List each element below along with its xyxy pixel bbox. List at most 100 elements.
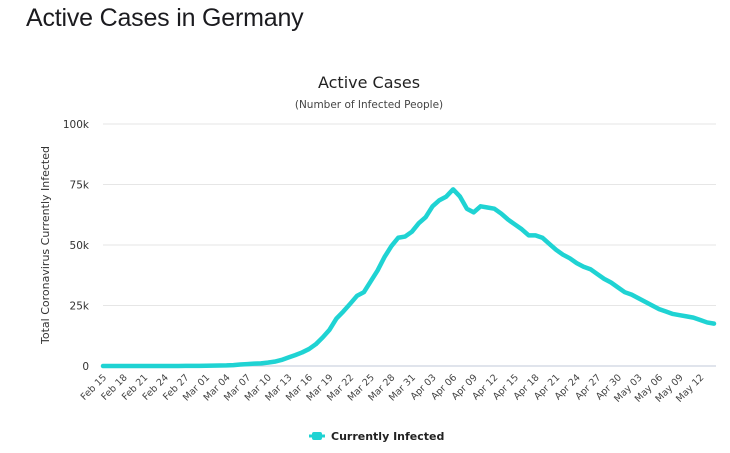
data-point[interactable] — [485, 205, 490, 210]
data-point[interactable] — [279, 357, 284, 362]
data-point[interactable] — [512, 222, 517, 227]
data-point[interactable] — [499, 211, 504, 216]
data-point[interactable] — [650, 303, 655, 308]
chart-title: Active Cases — [318, 73, 420, 92]
data-point[interactable] — [615, 285, 620, 290]
data-point[interactable] — [238, 362, 243, 367]
data-point[interactable] — [101, 364, 106, 369]
data-point[interactable] — [602, 276, 607, 281]
data-point[interactable] — [142, 364, 147, 369]
data-point[interactable] — [300, 350, 305, 355]
data-point[interactable] — [629, 292, 634, 297]
data-point[interactable] — [595, 272, 600, 277]
data-point[interactable] — [210, 363, 215, 368]
data-point[interactable] — [506, 217, 511, 222]
data-point[interactable] — [341, 309, 346, 314]
data-point[interactable] — [588, 267, 593, 272]
data-point[interactable] — [224, 363, 229, 368]
data-point[interactable] — [135, 364, 140, 369]
data-point[interactable] — [643, 299, 648, 304]
data-point[interactable] — [286, 355, 291, 360]
data-point[interactable] — [149, 364, 154, 369]
data-point[interactable] — [444, 194, 449, 199]
data-point[interactable] — [361, 290, 366, 295]
data-point[interactable] — [107, 364, 112, 369]
page-title: Active Cases in Germany — [26, 4, 304, 32]
legend-marker-icon — [312, 432, 322, 440]
data-point[interactable] — [403, 234, 408, 239]
data-point[interactable] — [121, 364, 126, 369]
data-point[interactable] — [554, 247, 559, 252]
data-point[interactable] — [416, 221, 421, 226]
data-point[interactable] — [245, 362, 250, 367]
data-point[interactable] — [306, 347, 311, 352]
data-point[interactable] — [327, 327, 332, 332]
data-point[interactable] — [684, 314, 689, 319]
data-point[interactable] — [622, 290, 627, 295]
data-point[interactable] — [231, 363, 236, 368]
data-point[interactable] — [265, 360, 270, 365]
y-axis-label: Total Coronavirus Currently Infected — [39, 146, 52, 345]
data-point[interactable] — [581, 264, 586, 269]
chart-subtitle: (Number of Infected People) — [295, 99, 443, 111]
legend[interactable]: Currently Infected — [309, 430, 444, 443]
data-point[interactable] — [691, 315, 696, 320]
data-point[interactable] — [526, 233, 531, 238]
data-point[interactable] — [451, 187, 456, 192]
data-point[interactable] — [533, 233, 538, 238]
data-point[interactable] — [478, 204, 483, 209]
data-point[interactable] — [320, 335, 325, 340]
data-point[interactable] — [409, 229, 414, 234]
data-point[interactable] — [567, 256, 572, 261]
data-point[interactable] — [663, 309, 668, 314]
data-point[interactable] — [355, 293, 360, 298]
data-point[interactable] — [217, 363, 222, 368]
data-point[interactable] — [547, 241, 552, 246]
data-point[interactable] — [677, 313, 682, 318]
data-point[interactable] — [574, 261, 579, 266]
data-point[interactable] — [368, 279, 373, 284]
series-currently-infected[interactable] — [100, 187, 717, 369]
data-point[interactable] — [203, 363, 208, 368]
legend-label: Currently Infected — [331, 430, 444, 443]
data-point[interactable] — [176, 363, 181, 368]
data-point[interactable] — [464, 206, 469, 211]
data-point[interactable] — [609, 280, 614, 285]
data-point[interactable] — [375, 268, 380, 273]
data-point[interactable] — [252, 361, 257, 366]
data-point[interactable] — [293, 353, 298, 358]
data-point[interactable] — [471, 210, 476, 215]
data-point[interactable] — [540, 235, 545, 240]
data-point[interactable] — [272, 359, 277, 364]
data-point[interactable] — [313, 342, 318, 347]
data-point[interactable] — [258, 361, 263, 366]
data-point[interactable] — [197, 363, 202, 368]
data-point[interactable] — [705, 320, 710, 325]
data-point[interactable] — [190, 363, 195, 368]
legend-item-currently-infected[interactable]: Currently Infected — [309, 430, 444, 443]
data-point[interactable] — [334, 316, 339, 321]
data-point[interactable] — [162, 364, 167, 369]
data-point[interactable] — [382, 255, 387, 260]
series-line[interactable] — [100, 187, 717, 369]
data-point[interactable] — [169, 363, 174, 368]
data-point[interactable] — [712, 321, 717, 326]
data-point[interactable] — [396, 235, 401, 240]
data-point[interactable] — [698, 318, 703, 323]
data-point[interactable] — [437, 198, 442, 203]
data-point[interactable] — [657, 307, 662, 312]
data-point[interactable] — [560, 252, 565, 257]
data-point[interactable] — [155, 364, 160, 369]
data-point[interactable] — [183, 363, 188, 368]
data-point[interactable] — [636, 296, 641, 301]
data-point[interactable] — [430, 204, 435, 209]
data-point[interactable] — [457, 194, 462, 199]
data-point[interactable] — [389, 244, 394, 249]
data-point[interactable] — [423, 215, 428, 220]
data-point[interactable] — [114, 364, 119, 369]
data-point[interactable] — [492, 206, 497, 211]
data-point[interactable] — [519, 227, 524, 232]
data-point[interactable] — [670, 311, 675, 316]
data-point[interactable] — [128, 364, 133, 369]
data-point[interactable] — [348, 301, 353, 306]
